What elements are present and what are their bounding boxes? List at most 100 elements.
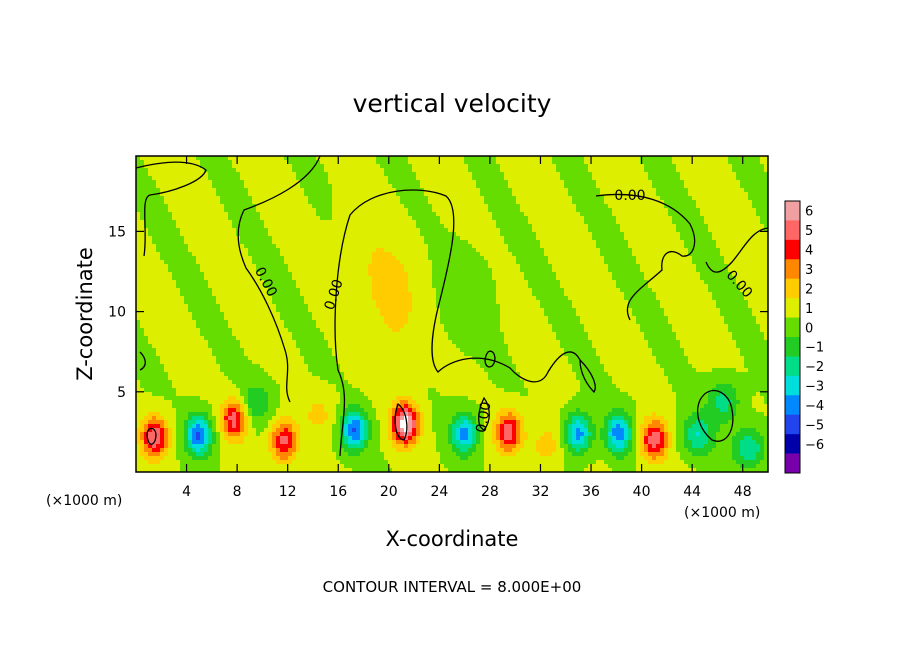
field-cell [288, 232, 293, 237]
field-cell [400, 252, 405, 257]
field-cell [240, 276, 245, 281]
field-cell [172, 272, 177, 277]
field-cell [200, 252, 205, 257]
field-cell [716, 268, 721, 273]
field-cell [520, 156, 525, 161]
field-cell [180, 156, 185, 161]
field-cell [612, 232, 617, 237]
field-cell [228, 248, 233, 253]
field-cell [268, 180, 273, 185]
field-cell [680, 224, 685, 229]
field-cell [196, 236, 201, 241]
field-cell [212, 240, 217, 245]
field-cell [420, 196, 425, 201]
field-cell [216, 232, 221, 237]
field-cell [396, 228, 401, 233]
field-cell [180, 176, 185, 181]
field-cell [744, 192, 749, 197]
field-cell [416, 264, 421, 269]
field-cell [516, 244, 521, 249]
field-cell [720, 224, 725, 229]
field-cell [540, 160, 545, 165]
field-cell [396, 240, 401, 245]
field-cell [348, 248, 353, 253]
field-cell [484, 156, 489, 161]
field-cell [572, 220, 577, 225]
field-cell [496, 208, 501, 213]
field-cell [284, 268, 289, 273]
field-cell [408, 180, 413, 185]
field-cell [572, 212, 577, 217]
field-cell [540, 172, 545, 177]
field-cell [684, 268, 689, 273]
field-cell [484, 192, 489, 197]
field-cell [528, 280, 533, 285]
field-cell [472, 276, 477, 281]
field-cell [444, 220, 449, 225]
field-cell [304, 256, 309, 261]
field-cell [232, 164, 237, 169]
field-cell [680, 248, 685, 253]
field-cell [256, 248, 261, 253]
field-cell [196, 240, 201, 245]
field-cell [620, 168, 625, 173]
field-cell [352, 156, 357, 161]
field-cell [580, 192, 585, 197]
field-cell [260, 260, 265, 265]
field-cell [352, 164, 357, 169]
field-cell [468, 232, 473, 237]
field-cell [320, 204, 325, 209]
field-cell [708, 160, 713, 165]
field-cell [632, 276, 637, 281]
field-cell [540, 204, 545, 209]
field-cell [612, 164, 617, 169]
field-cell [480, 264, 485, 269]
field-cell [620, 196, 625, 201]
field-cell [700, 272, 705, 277]
field-cell [572, 276, 577, 281]
field-cell [492, 236, 497, 241]
field-cell [360, 216, 365, 221]
field-cell [548, 160, 553, 165]
field-cell [412, 228, 417, 233]
field-cell [764, 216, 768, 221]
field-cell [256, 224, 261, 229]
field-cell [760, 236, 765, 241]
field-cell [312, 204, 317, 209]
field-cell [360, 212, 365, 217]
field-cell [228, 156, 233, 161]
field-cell [632, 260, 637, 265]
field-cell [444, 256, 449, 261]
field-cell [140, 232, 145, 237]
field-cell [356, 168, 361, 173]
field-cell [216, 264, 221, 269]
field-cell [628, 208, 633, 213]
field-cell [712, 244, 717, 249]
field-cell [680, 180, 685, 185]
field-cell [448, 204, 453, 209]
field-cell [360, 200, 365, 205]
field-cell [504, 172, 509, 177]
field-cell [508, 236, 513, 241]
field-cell [732, 160, 737, 165]
field-cell [168, 260, 173, 265]
field-cell [528, 216, 533, 221]
field-cell [648, 192, 653, 197]
field-cell [292, 280, 297, 285]
field-cell [696, 172, 701, 177]
field-cell [660, 228, 665, 233]
field-cell [628, 276, 633, 281]
field-cell [752, 208, 757, 213]
field-cell [764, 156, 768, 161]
field-cell [220, 196, 225, 201]
field-cell [308, 208, 313, 213]
field-cell [428, 232, 433, 237]
field-cell [660, 272, 665, 277]
field-cell [400, 264, 405, 269]
field-cell [556, 188, 561, 193]
field-cell [700, 156, 705, 161]
field-cell [672, 264, 677, 269]
field-cell [196, 260, 201, 265]
field-cell [524, 232, 529, 237]
field-cell [376, 164, 381, 169]
